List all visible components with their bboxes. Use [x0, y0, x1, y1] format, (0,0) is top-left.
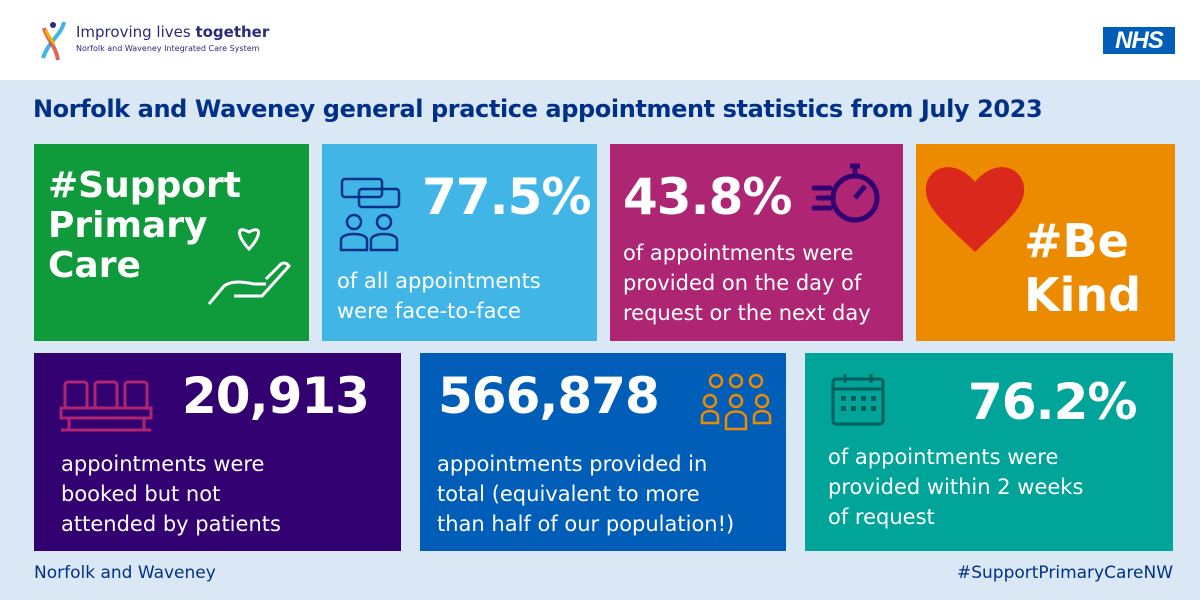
tile-same-or-next-day: 43.8% of appointments were provided on th… — [610, 144, 903, 341]
header: Improving lives together Norfolk and Wav… — [0, 0, 1200, 80]
tile-not-attended: 20,913 appointments were booked but not at… — [34, 353, 401, 551]
support-hashtag: #Support Primary Care — [48, 165, 241, 286]
stat-value: 77.5% — [422, 168, 591, 226]
stat-value: 20,913 — [182, 367, 370, 425]
heart-icon — [925, 167, 1025, 252]
logo-tagline: Improving lives together — [76, 23, 270, 41]
stat-description: appointments provided in total (equivalen… — [437, 452, 735, 536]
footer-hashtag: #SupportPrimaryCareNW — [956, 563, 1173, 583]
stat-description: of appointments were provided on the day … — [623, 241, 871, 325]
calendar-icon — [831, 374, 885, 426]
stat-value: 43.8% — [623, 168, 792, 226]
tile-support-primary-care: #Support Primary Care — [34, 144, 309, 341]
stat-description: of all appointments were face-to-face — [337, 269, 541, 323]
stat-value: 76.2% — [968, 373, 1137, 431]
logo-subtitle: Norfolk and Waveney Integrated Care Syst… — [76, 44, 260, 53]
stat-value: 566,878 — [438, 367, 660, 425]
be-kind-hashtag: #Be Kind — [1024, 214, 1142, 322]
people-speech-icon — [339, 177, 401, 252]
page-title: Norfolk and Waveney general practice app… — [33, 95, 1043, 123]
tile-total-appointments: 566,878 appointments provided in total (e… — [420, 353, 786, 551]
empty-seats-icon — [59, 380, 153, 432]
ics-logo-icon — [41, 21, 66, 61]
tile-within-two-weeks: 76.2% of appointments were provided withi… — [805, 353, 1173, 551]
group-icon — [700, 373, 772, 431]
stopwatch-icon — [811, 163, 880, 223]
hand-heart-icon — [207, 228, 291, 305]
footer-region: Norfolk and Waveney — [34, 563, 216, 583]
nhs-logo: NHS — [1103, 27, 1175, 54]
stat-description: appointments were booked but not attended … — [61, 452, 281, 536]
stat-description: of appointments were provided within 2 we… — [828, 445, 1084, 529]
tile-be-kind: #Be Kind — [916, 144, 1175, 341]
tile-face-to-face: 77.5% of all appointments were face-to-fa… — [322, 144, 597, 341]
